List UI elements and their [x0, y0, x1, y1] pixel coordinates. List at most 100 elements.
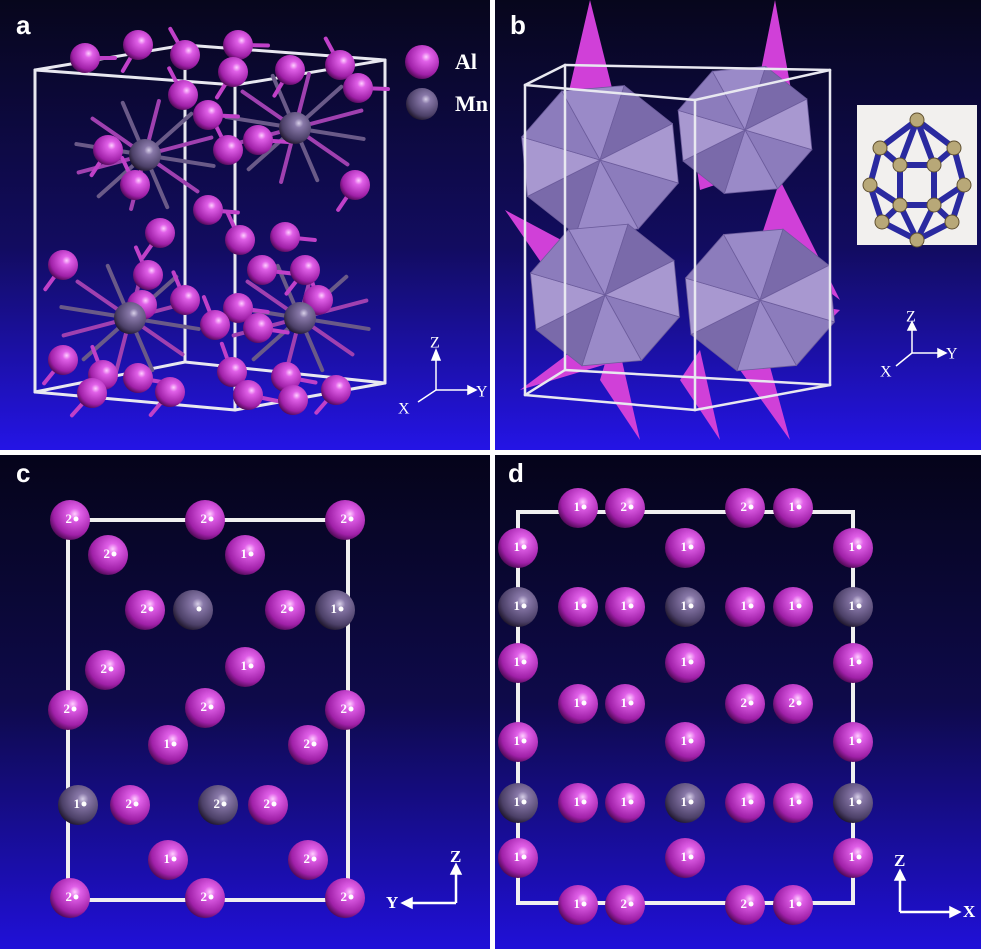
atom-label: 1: [741, 598, 748, 613]
atom-label: 1: [164, 851, 171, 866]
atom-label: 2: [64, 701, 71, 716]
atom-label: 2: [66, 511, 73, 526]
atom-label: 1: [621, 794, 628, 809]
mn-atom: [114, 302, 146, 334]
atom-label: 1: [331, 601, 338, 616]
highlight: [82, 802, 87, 807]
highlight: [689, 739, 694, 744]
axis-label: Z: [430, 335, 440, 352]
mn-atom: [279, 112, 311, 144]
highlight: [689, 855, 694, 860]
highlight: [629, 604, 634, 609]
atom-label: 1: [849, 598, 856, 613]
atom-label: 2: [201, 699, 208, 714]
atom-label: 2: [264, 796, 271, 811]
highlight: [797, 800, 802, 805]
al-atom: [340, 170, 370, 200]
highlight: [149, 607, 154, 612]
rod-joint: [927, 158, 941, 172]
legend-label: Mn: [455, 91, 488, 116]
al-atom: [290, 255, 320, 285]
al-atom: [200, 310, 230, 340]
atom-label: 2: [201, 511, 208, 526]
al-atom: [213, 135, 243, 165]
atom-label: 1: [621, 695, 628, 710]
atom-label: 1: [849, 539, 856, 554]
axis-label: Y: [476, 384, 488, 401]
highlight: [197, 607, 202, 612]
highlight: [797, 604, 802, 609]
al-atom: [170, 285, 200, 315]
atom-label: 1: [681, 598, 688, 613]
legend-label: Al: [455, 49, 477, 74]
atom-label: 1: [849, 849, 856, 864]
atom-label: 2: [741, 499, 748, 514]
rod-joint: [863, 178, 877, 192]
atom-label: 1: [681, 539, 688, 554]
highlight: [749, 902, 754, 907]
atom-label: 2: [741, 695, 748, 710]
highlight: [222, 802, 227, 807]
atom-label: 1: [789, 896, 796, 911]
al-atom: [120, 170, 150, 200]
atom-label: 1: [574, 794, 581, 809]
highlight: [797, 902, 802, 907]
highlight: [582, 505, 587, 510]
highlight: [349, 707, 354, 712]
atom-label: 2: [341, 511, 348, 526]
atom-label: 2: [621, 896, 628, 911]
atom-label: 1: [681, 733, 688, 748]
highlight: [629, 505, 634, 510]
highlight: [249, 552, 254, 557]
atom-label: 1: [741, 794, 748, 809]
figure: 2222122121222121222122221221111111111111…: [0, 0, 981, 949]
atom-label: 2: [789, 695, 796, 710]
rod-joint: [893, 198, 907, 212]
atom-label: 1: [574, 695, 581, 710]
highlight: [312, 742, 317, 747]
highlight: [312, 857, 317, 862]
atom-label: 2: [101, 661, 108, 676]
axis-label: Z: [450, 847, 461, 866]
highlight: [857, 660, 862, 665]
highlight: [689, 545, 694, 550]
highlight: [249, 664, 254, 669]
atom-label: 2: [104, 546, 111, 561]
rod-joint: [910, 113, 924, 127]
al-atom: [243, 313, 273, 343]
rod-joint: [875, 215, 889, 229]
atom-label: 1: [241, 658, 248, 673]
atom-label: 2: [214, 796, 221, 811]
panel-label: b: [510, 10, 526, 40]
atom-label: 1: [514, 598, 521, 613]
atom-label: 1: [241, 546, 248, 561]
highlight: [272, 802, 277, 807]
rod-joint: [910, 233, 924, 247]
highlight: [857, 604, 862, 609]
highlight: [289, 607, 294, 612]
atom-label: 2: [621, 499, 628, 514]
rod-joint: [945, 215, 959, 229]
atom-label: 2: [126, 796, 133, 811]
rod-joint: [873, 141, 887, 155]
highlight: [857, 739, 862, 744]
atom-label: 1: [681, 794, 688, 809]
atom-label: 1: [849, 794, 856, 809]
al-atom: [275, 55, 305, 85]
al-atom: [48, 345, 78, 375]
atom-label: 2: [341, 889, 348, 904]
atom-label: 1: [849, 733, 856, 748]
atom-label: 2: [66, 889, 73, 904]
al-atom: [170, 40, 200, 70]
atom-label: 1: [789, 794, 796, 809]
atom-label: 2: [141, 601, 148, 616]
al-atom: [405, 45, 439, 79]
al-atom: [247, 255, 277, 285]
atom-label: 1: [681, 849, 688, 864]
axis-label: Y: [386, 893, 398, 912]
highlight: [522, 800, 527, 805]
atom-label: 1: [574, 896, 581, 911]
mn-atom: [284, 302, 316, 334]
atom-label: 1: [681, 654, 688, 669]
highlight: [72, 707, 77, 712]
